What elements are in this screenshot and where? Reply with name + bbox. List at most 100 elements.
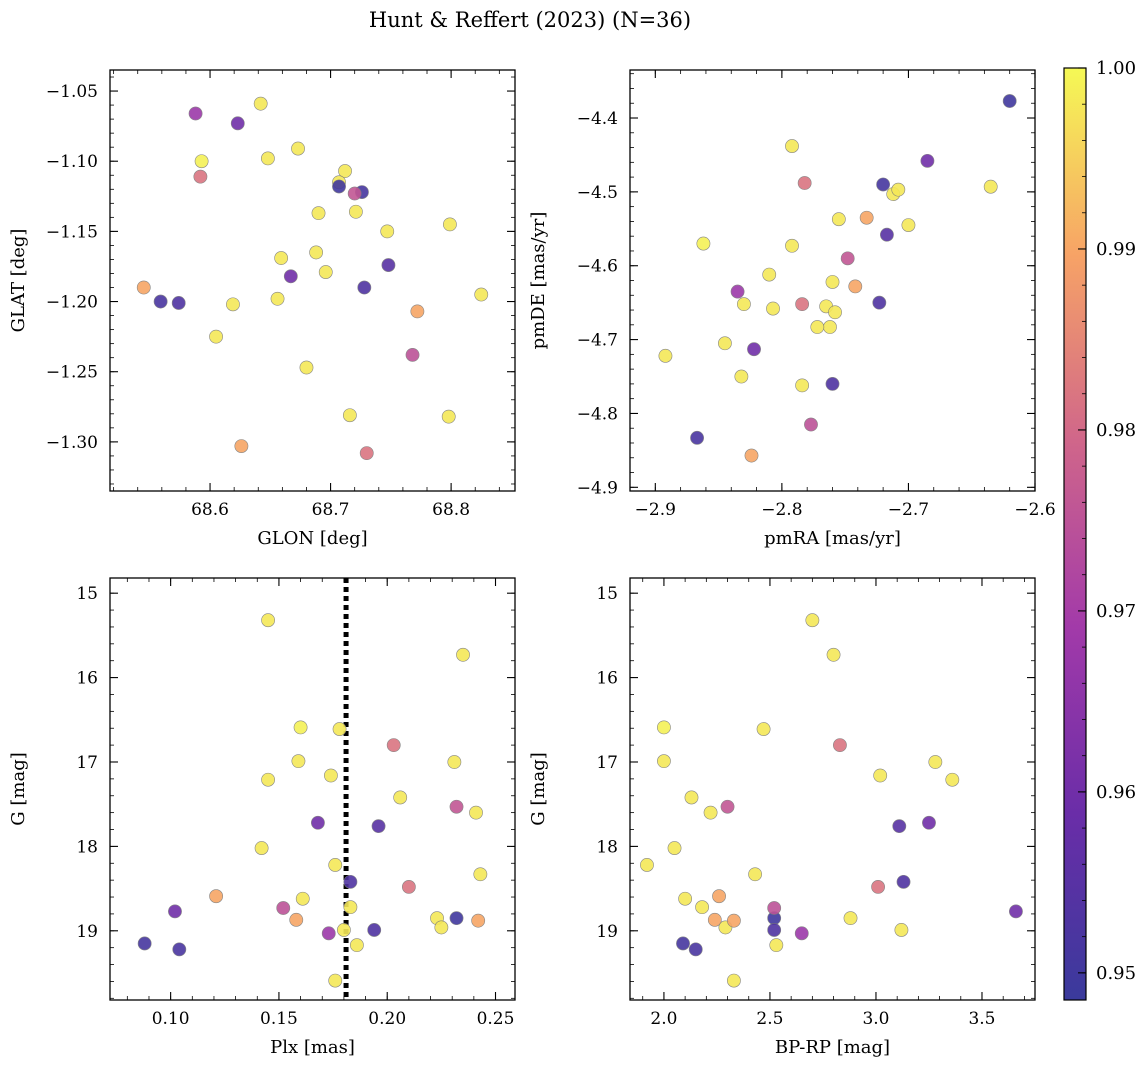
- scatter-point: [769, 938, 784, 953]
- scatter-point: [805, 613, 820, 628]
- scatter-point: [456, 647, 470, 662]
- scatter-point: [797, 176, 812, 190]
- colorbar-gradient: [1063, 67, 1087, 1001]
- x-tick-label: −2.8: [761, 500, 802, 520]
- scatter-point: [737, 297, 751, 312]
- scatter-point: [230, 116, 245, 131]
- points: [136, 96, 489, 461]
- y-tick-label: 15: [596, 584, 618, 604]
- scatter-point: [840, 251, 855, 266]
- x-tick-label: 68.6: [191, 500, 229, 520]
- scatter-point: [474, 287, 489, 302]
- scatter-point: [289, 912, 304, 927]
- colorbar-tick-label: 0.97: [1096, 601, 1136, 622]
- panel-bprp-g: 2.0 2.5 3.0 3.5 15 16 17 18 19 BP-RP [mag] G [mag]: [528, 577, 1036, 1058]
- scatter-point: [823, 320, 837, 334]
- scatter-point: [859, 210, 874, 225]
- scatter-point: [720, 799, 735, 814]
- x-tick-label: 3.5: [968, 1009, 995, 1029]
- axes-frame: [109, 577, 516, 1001]
- x-axis-label: GLON [deg]: [257, 528, 367, 549]
- scatter-point: [727, 913, 741, 928]
- scatter-point: [825, 275, 840, 289]
- scatter-point: [920, 153, 935, 168]
- scatter-point: [299, 360, 314, 375]
- y-tick-label: 18: [76, 837, 98, 857]
- scatter-point: [441, 409, 456, 424]
- y-axis-label: G [mag]: [8, 752, 29, 825]
- scatter-point: [785, 139, 799, 153]
- scatter-point: [371, 819, 386, 834]
- colorbar-tick-label: 1.00: [1096, 58, 1136, 79]
- y-tick-label: −1.05: [46, 82, 98, 102]
- y-axis-label: pmDE [mas/yr]: [528, 212, 549, 350]
- scatter-point: [324, 768, 338, 783]
- scatter-point: [828, 305, 842, 320]
- scatter-panels: 68.6 68.7 68.8 −1.05 −1.10 −1.15 −1.20 −1.25 −1.…: [8, 69, 1056, 1058]
- y-tick-label: −4.8: [577, 404, 618, 424]
- scatter-point: [194, 154, 209, 169]
- scatter-point: [826, 647, 841, 662]
- scatter-point: [136, 280, 151, 295]
- scatter-point: [309, 245, 324, 260]
- y-tick-label: 17: [596, 753, 618, 773]
- scatter-point: [283, 269, 298, 284]
- scatter-point: [321, 926, 336, 941]
- scatter-point: [658, 348, 673, 363]
- colorbar-tick-label: 0.96: [1096, 782, 1136, 803]
- scatter-point: [171, 296, 186, 310]
- y-tick-label: −4.5: [577, 183, 618, 203]
- scatter-point: [640, 858, 654, 872]
- scatter-point: [291, 754, 306, 769]
- scatter-point: [473, 867, 488, 882]
- scatter-point: [744, 448, 759, 463]
- x-tick-label: 0.20: [368, 1009, 406, 1029]
- scatter-point: [393, 790, 408, 805]
- x-tick-label: 3.0: [862, 1009, 889, 1029]
- y-axis-label: G [mag]: [528, 752, 549, 825]
- x-axis-label: BP-RP [mag]: [775, 1037, 890, 1058]
- scatter-point: [718, 336, 732, 351]
- scatter-point: [804, 417, 818, 432]
- scatter-point: [343, 900, 358, 915]
- scatter-point: [274, 251, 289, 265]
- x-tick-label: −2.9: [635, 500, 676, 520]
- scatter-point: [690, 430, 704, 445]
- scatter-point: [767, 923, 782, 937]
- scatter-point: [209, 329, 223, 344]
- figure-title: Hunt & Reffert (2023) (N=36): [369, 8, 691, 32]
- scatter-point: [254, 841, 269, 855]
- y-tick-label: 18: [596, 837, 618, 857]
- scatter-point: [762, 267, 777, 282]
- scatter-point: [833, 738, 847, 753]
- scatter-point: [380, 224, 395, 239]
- scatter-point: [449, 799, 464, 814]
- y-tick-label: −4.9: [577, 478, 618, 498]
- scatter-point: [747, 342, 761, 357]
- y-tick-label: −1.20: [46, 293, 98, 313]
- scatter-point: [343, 874, 358, 889]
- scatter-point: [405, 347, 420, 362]
- y-tick-label: 19: [596, 922, 618, 942]
- scatter-point: [843, 911, 858, 926]
- x-tick-label: 68.8: [432, 500, 470, 520]
- scatter-point: [469, 805, 483, 820]
- scatter-point: [367, 923, 382, 937]
- scatter-point: [831, 212, 846, 227]
- scatter-point: [293, 720, 308, 735]
- scatter-point: [688, 942, 703, 957]
- scatter-point: [328, 858, 343, 872]
- scatter-point: [901, 218, 916, 233]
- panel-glon-glat: 68.6 68.7 68.8 −1.05 −1.10 −1.15 −1.20 −1.25 −1.…: [8, 69, 516, 549]
- scatter-point: [261, 613, 276, 628]
- scatter-point: [153, 294, 168, 309]
- scatter-point: [848, 279, 863, 294]
- scatter-point: [349, 938, 364, 953]
- scatter-point: [311, 206, 326, 221]
- scatter-point: [449, 911, 464, 926]
- x-axis-label: pmRA [mas/yr]: [764, 528, 901, 549]
- x-tick-label: 68.7: [312, 500, 350, 520]
- y-tick-label: 16: [76, 669, 98, 689]
- panel-plx-g: 0.10 0.15 0.20 0.25 15 16 17 18 19 Plx [mas] G [ma…: [8, 577, 516, 1058]
